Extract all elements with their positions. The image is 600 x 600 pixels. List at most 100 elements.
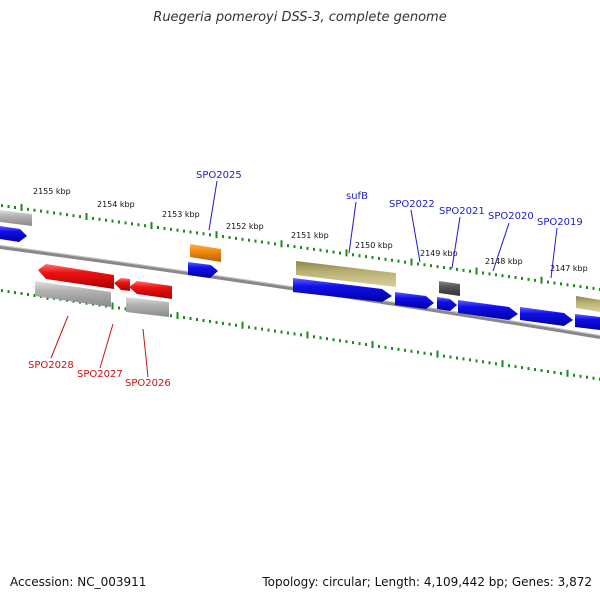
leader-line [492,222,510,272]
scale-tick-minor [209,233,211,237]
scale-tick-major [241,321,244,329]
scale-tick-minor [469,358,471,362]
scale-tick-minor [7,290,10,294]
forward-gene-arrow[interactable] [575,314,600,330]
gene-label-SPO2025[interactable]: SPO2025 [196,170,242,181]
leader-line [99,323,114,369]
scale-tick-minor [241,237,244,241]
scale-tick-minor [573,284,575,288]
scale-tick-minor [267,241,270,245]
feature-rna[interactable] [190,244,221,262]
scale-tick-minor [300,246,302,249]
scale-tick-major [436,350,439,358]
scale-tick-minor [33,294,36,297]
scale-tick-minor [384,345,387,349]
scale-tick-minor [449,355,452,359]
scale-tick-minor [423,263,426,267]
forward-gene-arrow[interactable] [293,278,392,302]
scale-tick-minor [404,348,406,352]
feature-sufB[interactable] [296,261,396,287]
gene-label-SPO2020[interactable]: SPO2020 [488,211,534,222]
scale-tick-minor [586,375,588,379]
scale-tick-minor [46,210,49,214]
scale-tick-minor [469,269,471,273]
scale-label: 2154 kbp [97,200,135,209]
gene-label-SPO2021[interactable]: SPO2021 [439,206,485,217]
reverse-gene-arrow[interactable] [38,264,114,289]
scale-tick-minor [105,218,107,222]
scale-tick-minor [27,293,29,296]
gene-label-SPO2026[interactable]: SPO2026 [125,378,171,389]
scale-tick-minor [378,344,380,348]
scale-tick-minor [27,207,29,211]
scale-tick-minor [215,320,218,324]
forward-gene-arrow[interactable] [520,307,573,326]
scale-tick-minor [170,227,172,231]
forward-gene-arrow[interactable] [0,226,27,242]
scale-label: 2149 kbp [420,249,458,258]
scale-tick-major [150,222,153,230]
feature-pseudo[interactable] [126,297,169,317]
scale-tick-minor [579,285,582,289]
feature-dark[interactable] [439,281,460,296]
scale-tick-major [306,331,309,339]
forward-gene-arrow[interactable] [395,292,434,309]
scale-tick-minor [261,327,263,331]
scale-tick-minor [209,319,211,323]
scale-tick-minor [196,231,198,235]
gene-label-SPO2027[interactable]: SPO2027 [77,369,123,380]
scale-tick-minor [280,330,283,334]
scale-tick-minor [222,321,224,325]
scale-tick-minor [306,246,309,250]
scale-tick-minor [157,226,159,229]
leader-line [348,201,357,254]
scale-tick-minor [254,239,257,243]
scale-tick-minor [319,248,322,252]
scale-tick-minor [170,314,172,318]
scale-tick-minor [248,325,250,329]
scale-tick-minor [189,230,192,234]
scale-tick-minor [592,376,595,380]
feature-pseudo[interactable] [35,281,111,307]
scale-tick-minor [144,224,146,228]
scale-tick-minor [228,322,231,326]
scale-tick-minor [417,262,419,266]
scale-tick-minor [436,265,439,269]
scale-tick-major [475,267,478,275]
scale-tick-minor [352,253,354,257]
feature-khaki-right[interactable] [576,296,600,312]
scale-tick-minor [579,374,582,378]
scale-tick-minor [79,215,81,219]
scale-tick-minor [586,286,588,289]
scale-tick-minor [202,319,205,322]
scale-tick-minor [40,209,42,213]
scale-tick-minor [430,264,432,268]
scale-tick-minor [462,268,465,272]
reverse-gene-arrow[interactable] [114,278,130,291]
forward-gene-arrow[interactable] [437,297,457,311]
gene-label-SPO2019[interactable]: SPO2019 [537,217,583,228]
scale-tick-minor [573,373,575,377]
scale-tick-minor [514,365,517,369]
reverse-gene-arrow[interactable] [129,281,172,299]
scale-tick-minor [293,245,296,249]
scale-tick-minor [488,361,491,365]
scale-tick-minor [527,277,530,281]
scale-tick-major [215,231,218,239]
scale-tick-minor [482,360,484,364]
scale-tick-major [176,312,179,320]
gene-label-SPO2028[interactable]: SPO2028 [28,360,74,371]
forward-gene-arrow[interactable] [458,300,518,320]
forward-gene-arrow[interactable] [188,262,218,278]
scale-tick-major [345,249,348,257]
scale-tick-minor [365,343,367,346]
scale-tick-minor [345,340,348,344]
scale-tick-minor [1,204,3,208]
gene-label-SPO2022[interactable]: SPO2022 [389,199,435,210]
gene-label-sufB[interactable]: sufB [346,191,368,202]
scale-label: 2147 kbp [550,264,588,273]
scale-tick-minor [137,223,140,227]
feature-pseudo[interactable] [0,210,32,226]
scale-tick-minor [183,229,185,233]
scale-tick-minor [326,249,328,253]
